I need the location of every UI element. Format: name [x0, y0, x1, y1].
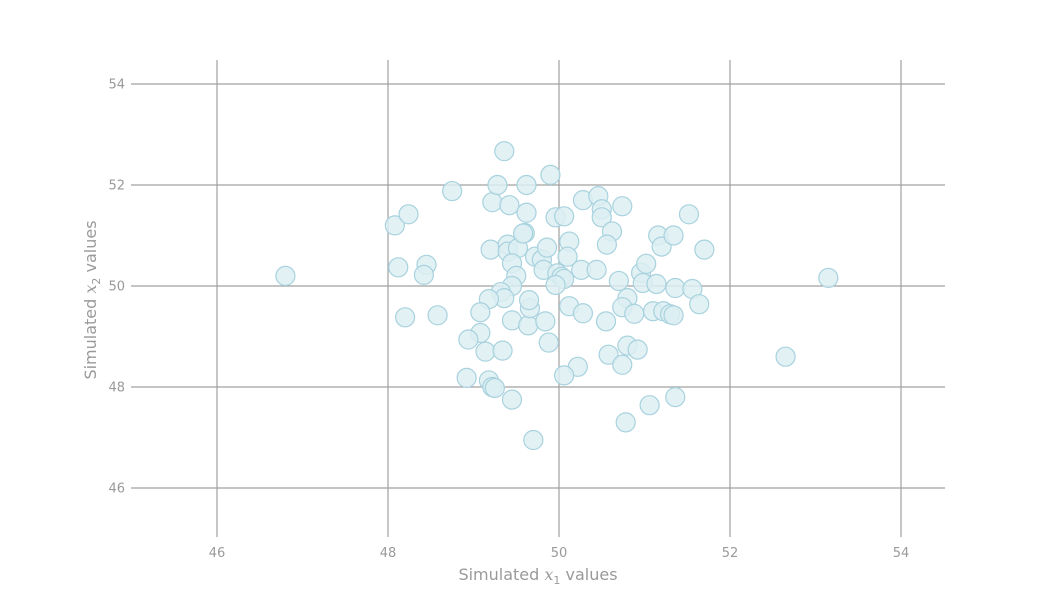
- data-point: [516, 174, 537, 196]
- data-point: [678, 204, 700, 225]
- x-axis-title-pre: Simulated: [458, 565, 544, 584]
- y-tick-label: 52: [108, 179, 125, 194]
- data-point: [554, 365, 575, 386]
- data-point: [492, 340, 513, 361]
- y-tick-label: 50: [108, 280, 125, 295]
- y-axis-title-pre: Simulated: [81, 294, 100, 380]
- data-point: [427, 305, 448, 326]
- data-point: [591, 207, 612, 228]
- data-point: [512, 223, 534, 244]
- data-point: [442, 180, 463, 202]
- data-point: [384, 215, 405, 236]
- data-point: [689, 294, 710, 315]
- data-point: [536, 237, 558, 258]
- data-point: [775, 346, 796, 367]
- y-tick-label: 54: [108, 78, 125, 93]
- data-point: [596, 234, 617, 255]
- data-point: [663, 305, 684, 326]
- y-tick-labels: 46 48 50 52 54: [108, 78, 125, 497]
- data-point: [484, 377, 505, 399]
- data-point: [540, 164, 561, 185]
- data-point: [494, 141, 515, 162]
- data-point: [487, 174, 508, 196]
- x-tick-label: 50: [551, 546, 568, 561]
- y-axis-title-var: x: [81, 285, 100, 294]
- x-tick-labels: 46 48 50 52 54: [209, 546, 910, 561]
- data-point: [499, 195, 520, 216]
- data-point: [388, 257, 409, 278]
- data-point: [516, 202, 537, 223]
- x-axis-title-var: x: [544, 565, 553, 584]
- data-point: [557, 246, 578, 267]
- data-point: [665, 387, 686, 408]
- data-point: [586, 259, 607, 280]
- data-point: [518, 290, 540, 311]
- data-point: [612, 354, 633, 375]
- data-point: [482, 192, 503, 213]
- y-axis-title-post: values: [81, 220, 100, 277]
- y-tick-label: 46: [108, 482, 125, 497]
- data-point: [545, 274, 566, 296]
- data-point: [818, 267, 839, 289]
- data-point: [554, 206, 575, 227]
- data-point: [501, 389, 523, 410]
- x-axis-title-post: values: [560, 565, 617, 584]
- data-point: [458, 329, 479, 350]
- data-points: [275, 141, 839, 451]
- data-point: [535, 311, 556, 332]
- y-tick-label: 48: [108, 381, 125, 396]
- data-point: [470, 302, 491, 323]
- data-point: [398, 204, 419, 225]
- data-point: [646, 273, 667, 295]
- data-point: [663, 225, 684, 246]
- data-point: [608, 270, 629, 292]
- y-axis-title: Simulated x2 values: [81, 220, 103, 379]
- data-point: [413, 264, 435, 285]
- data-point: [523, 429, 544, 451]
- x-tick-label: 46: [209, 546, 226, 561]
- data-point: [595, 311, 617, 332]
- data-point: [456, 367, 477, 389]
- data-point: [518, 315, 539, 336]
- x-axis-title: Simulated x1 values: [458, 565, 617, 587]
- data-point: [665, 277, 686, 299]
- x-axis-title-sub: 1: [553, 574, 560, 587]
- x-tick-label: 54: [893, 546, 910, 561]
- data-point: [475, 341, 496, 362]
- data-point: [636, 253, 657, 274]
- data-point: [572, 303, 594, 324]
- grid: [131, 60, 945, 537]
- data-point: [615, 412, 636, 433]
- data-point: [480, 239, 501, 260]
- data-point: [627, 339, 648, 360]
- x-tick-label: 48: [380, 546, 397, 561]
- data-point: [612, 196, 633, 217]
- x-tick-label: 52: [722, 546, 739, 561]
- data-point: [624, 303, 645, 324]
- data-point: [639, 395, 660, 416]
- data-point: [538, 332, 559, 353]
- y-axis-title-sub: 2: [90, 278, 103, 285]
- data-point: [694, 239, 715, 260]
- data-point: [395, 307, 416, 328]
- data-point: [598, 344, 619, 365]
- data-point: [275, 265, 296, 286]
